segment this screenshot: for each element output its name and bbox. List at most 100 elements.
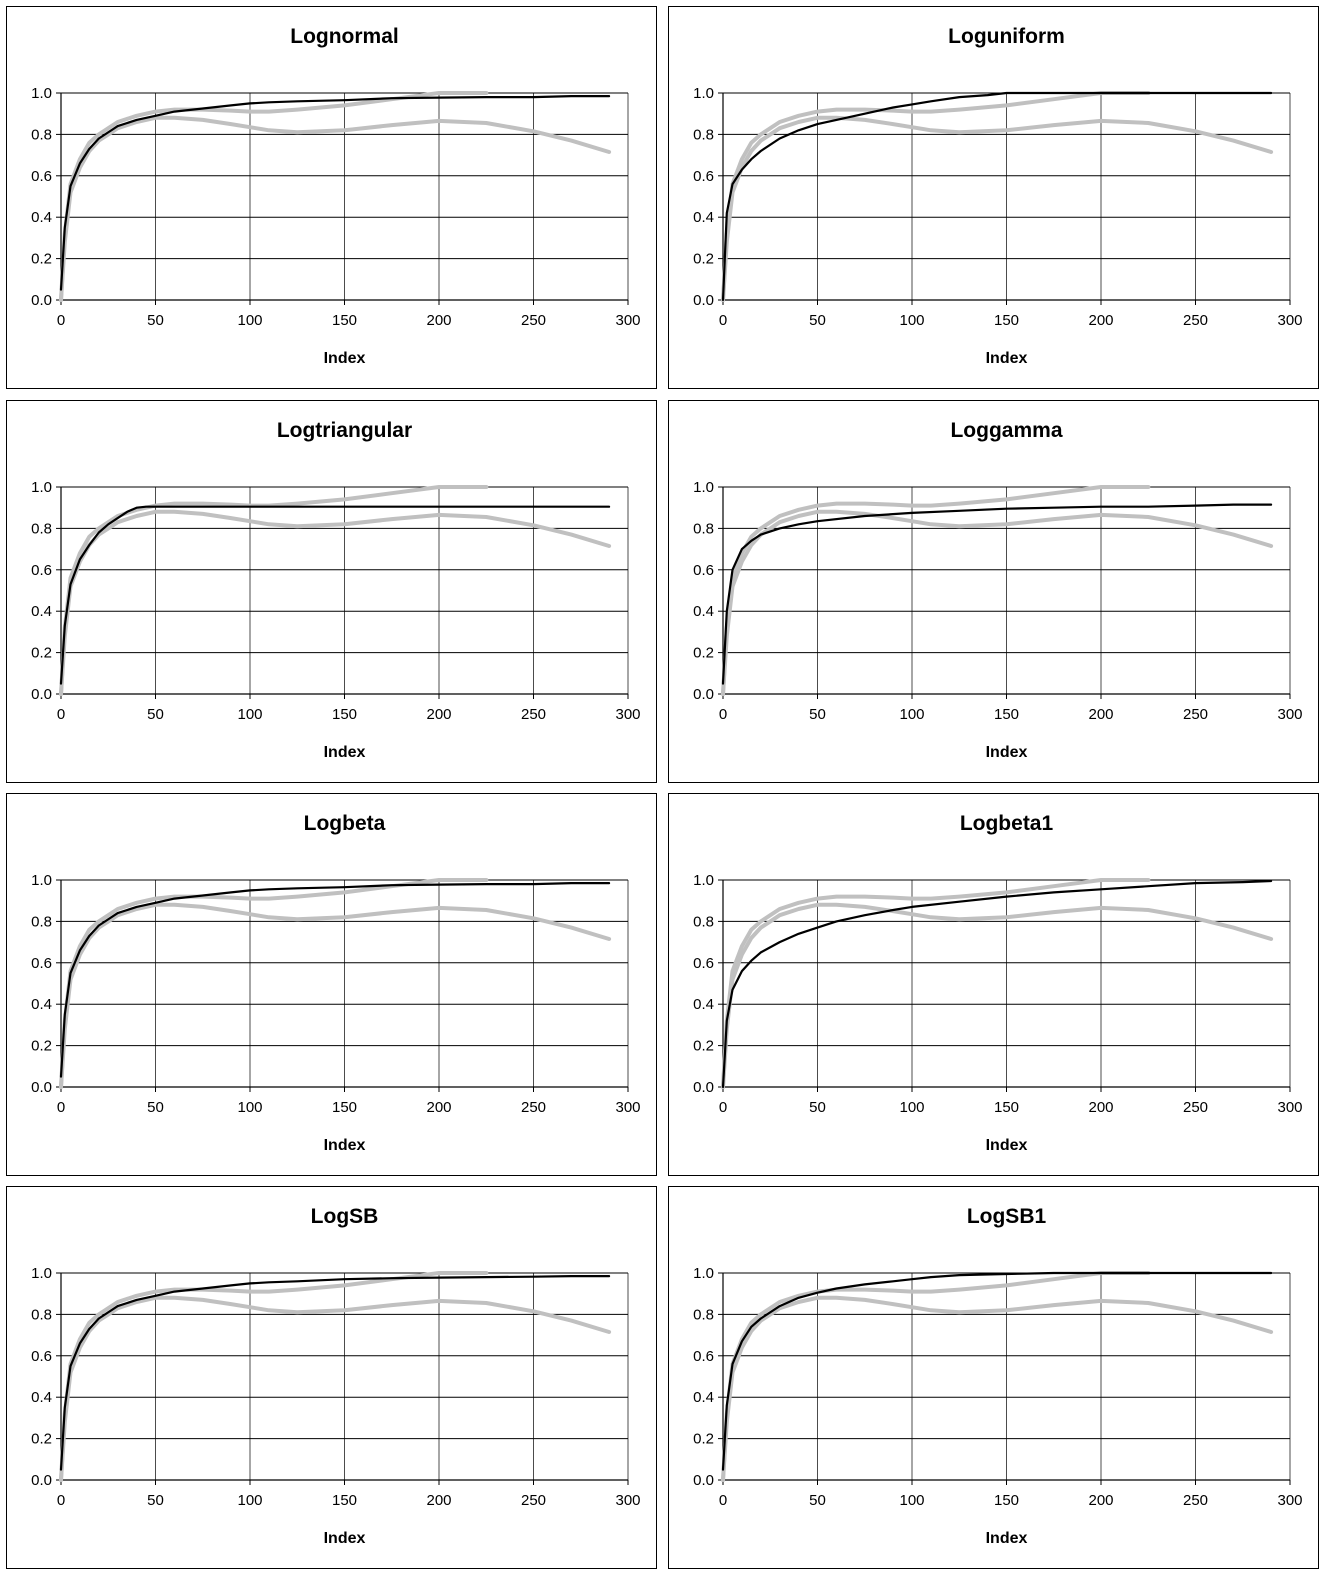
- chart-title: Loggamma: [950, 419, 1062, 442]
- chart-panel-1: Loguniform 0.0 0.2 0.4 0.6 0.8 1.0 0 50 100 150 200…: [668, 6, 1319, 389]
- x-tick-label: 300: [1277, 706, 1302, 723]
- chart-panel-3: Loggamma 0.0 0.2 0.4 0.6 0.8 1.0 0 50 100 150 200 25…: [668, 400, 1319, 783]
- y-tick-label: 0.2: [31, 1038, 52, 1055]
- x-tick-label: 50: [809, 706, 826, 723]
- chart-title: Logtriangular: [277, 419, 412, 442]
- x-tick-label: 0: [57, 1492, 65, 1509]
- y-tick-label: 0.8: [31, 520, 52, 537]
- x-tick-label: 150: [332, 1099, 357, 1116]
- y-tick-label: 0.4: [693, 1389, 714, 1406]
- x-tick-label: 0: [719, 312, 727, 329]
- chart-svg: Loguniform 0.0 0.2 0.4 0.6 0.8 1.0 0 50 100 150 200…: [693, 25, 1302, 367]
- x-tick-label: 100: [237, 1492, 262, 1509]
- y-tick-label: 0.6: [31, 955, 52, 972]
- series-line-bound-1: [721, 91, 1151, 302]
- x-tick-label: 150: [332, 1492, 357, 1509]
- y-tick-label: 0.6: [693, 1348, 714, 1365]
- series-line-bound-1: [59, 91, 489, 302]
- x-axis-label: Index: [324, 1530, 366, 1547]
- chart-panel-6: LogSB 0.0 0.2 0.4 0.6 0.8 1.0 0 50 100 150 200 250 30…: [6, 1186, 657, 1569]
- y-tick-label: 0.4: [693, 209, 714, 226]
- x-tick-label: 50: [809, 1492, 826, 1509]
- chart-panel-7: LogSB1 0.0 0.2 0.4 0.6 0.8 1.0 0 50 100 150 200 250 3…: [668, 1186, 1319, 1569]
- series-line-fitted: [59, 881, 611, 1078]
- y-tick-label: 0.6: [693, 562, 714, 579]
- y-tick-label: 0.2: [693, 645, 714, 662]
- y-tick-label: 1.0: [31, 1265, 52, 1282]
- chart-panel-2: Logtriangular 0.0 0.2 0.4 0.6 0.8 1.0 0 50 100 150…: [6, 400, 657, 783]
- x-axis-label: Index: [324, 744, 366, 761]
- x-tick-label: 0: [719, 1492, 727, 1509]
- y-tick-label: 0.0: [693, 686, 714, 703]
- x-tick-label: 250: [521, 312, 546, 329]
- series-line-bound-2: [721, 509, 1274, 696]
- y-tick-label: 0.4: [31, 209, 52, 226]
- y-tick-label: 0.2: [693, 251, 714, 268]
- chart-title: Logbeta1: [960, 812, 1054, 835]
- y-tick-label: 0.2: [31, 1431, 52, 1448]
- y-tick-label: 1.0: [31, 872, 52, 889]
- x-axis-label: Index: [986, 1137, 1028, 1154]
- chart-svg: Lognormal 0.0 0.2 0.4 0.6 0.8 1.0 0 50 100 150 200 2…: [31, 25, 640, 367]
- y-tick-label: 0.0: [693, 292, 714, 309]
- y-tick-label: 0.0: [31, 1472, 52, 1489]
- x-axis-label: Index: [324, 1137, 366, 1154]
- series-line-fitted: [721, 879, 1273, 1089]
- series-line-fitted: [59, 505, 611, 685]
- series-line-bound-2: [721, 115, 1274, 302]
- y-tick-label: 1.0: [31, 85, 52, 102]
- y-tick-label: 0.2: [693, 1431, 714, 1448]
- y-tick-label: 0.4: [693, 603, 714, 620]
- x-axis-label: Index: [986, 744, 1028, 761]
- x-axis-label: Index: [324, 350, 366, 367]
- y-tick-label: 0.6: [693, 168, 714, 185]
- series-line-fitted: [59, 1274, 611, 1471]
- series-line-bound-1: [59, 878, 489, 1089]
- x-tick-label: 150: [332, 312, 357, 329]
- x-tick-label: 200: [426, 312, 451, 329]
- y-tick-label: 0.2: [31, 251, 52, 268]
- y-tick-label: 0.6: [31, 562, 52, 579]
- series-line-bound-2: [59, 902, 612, 1089]
- y-tick-label: 1.0: [693, 1265, 714, 1282]
- series-line-bound-2: [721, 902, 1274, 1089]
- x-tick-label: 200: [426, 706, 451, 723]
- series-line-fitted: [721, 503, 1273, 685]
- x-tick-label: 50: [809, 1099, 826, 1116]
- x-tick-label: 150: [994, 706, 1019, 723]
- x-tick-label: 250: [1183, 1492, 1208, 1509]
- series-line-fitted: [59, 94, 611, 291]
- x-tick-label: 300: [1277, 1099, 1302, 1116]
- y-tick-label: 0.4: [31, 1389, 52, 1406]
- x-tick-label: 0: [719, 706, 727, 723]
- x-tick-label: 200: [1088, 1492, 1113, 1509]
- y-tick-label: 0.8: [31, 1306, 52, 1323]
- x-tick-label: 100: [899, 1492, 924, 1509]
- y-tick-label: 0.6: [693, 955, 714, 972]
- chart-svg: Logtriangular 0.0 0.2 0.4 0.6 0.8 1.0 0 50 100 150…: [31, 419, 640, 761]
- x-tick-label: 50: [809, 312, 826, 329]
- x-tick-label: 0: [719, 1099, 727, 1116]
- x-tick-label: 0: [57, 1099, 65, 1116]
- x-tick-label: 250: [1183, 706, 1208, 723]
- y-tick-label: 0.2: [693, 1038, 714, 1055]
- y-tick-label: 0.0: [693, 1472, 714, 1489]
- x-tick-label: 100: [237, 1099, 262, 1116]
- y-tick-label: 0.0: [31, 1079, 52, 1096]
- x-tick-label: 50: [147, 1099, 164, 1116]
- x-tick-label: 100: [899, 312, 924, 329]
- chart-title: Logbeta: [304, 812, 386, 835]
- y-tick-label: 0.2: [31, 645, 52, 662]
- x-tick-label: 300: [615, 1099, 640, 1116]
- series-line-bound-2: [721, 1295, 1274, 1482]
- x-tick-label: 100: [899, 1099, 924, 1116]
- x-tick-label: 250: [521, 1099, 546, 1116]
- x-tick-label: 50: [147, 1492, 164, 1509]
- x-tick-label: 100: [237, 312, 262, 329]
- x-tick-label: 250: [521, 706, 546, 723]
- x-axis-label: Index: [986, 350, 1028, 367]
- series-line-bound-1: [59, 485, 489, 696]
- x-tick-label: 50: [147, 312, 164, 329]
- series-line-bound-2: [59, 1295, 612, 1482]
